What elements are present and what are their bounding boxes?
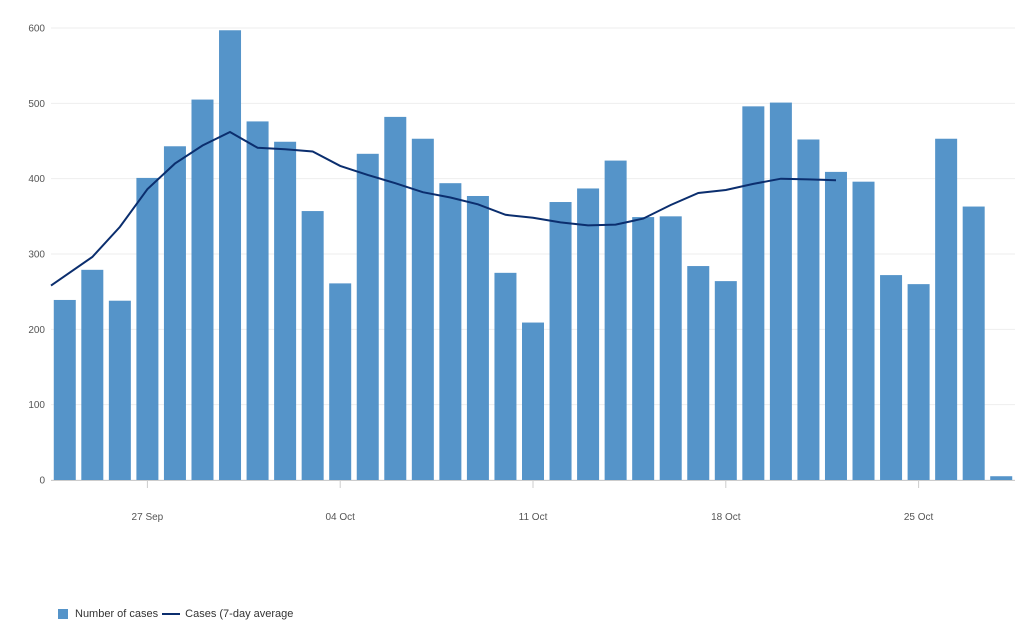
- bar: [163, 146, 186, 481]
- y-tick-label: 0: [39, 476, 45, 487]
- legend-label-line: Cases (7-day average: [185, 608, 294, 620]
- bar: [990, 476, 1013, 480]
- y-tick-label: 500: [28, 99, 45, 110]
- bar: [411, 138, 434, 481]
- legend-swatch-bars: [58, 609, 68, 619]
- bar: [136, 177, 159, 480]
- bar: [329, 283, 352, 480]
- legend-item-line: Cases (7-day average: [162, 608, 293, 620]
- bar: [466, 195, 489, 480]
- bar: [714, 281, 737, 480]
- legend-swatch-line: [162, 613, 181, 615]
- bar: [962, 206, 985, 481]
- bar: [522, 322, 544, 480]
- x-tick-label: 18 Oct: [711, 512, 741, 523]
- x-tick-label: 04 Oct: [325, 512, 355, 523]
- bar: [797, 139, 820, 480]
- y-axis-ticks: 0 100 200 300 400 500 600: [28, 24, 45, 487]
- bar: [577, 188, 600, 480]
- bar: [494, 272, 517, 480]
- bar: [824, 171, 847, 481]
- x-tick-label: 11 Oct: [519, 512, 548, 523]
- bar: [191, 99, 214, 481]
- x-tick-label: 25 Oct: [904, 512, 934, 523]
- bar: [769, 102, 792, 480]
- bar: [219, 30, 242, 480]
- average-line: [50, 130, 837, 287]
- y-tick-label: 100: [28, 400, 45, 411]
- bar: [274, 141, 297, 480]
- bar: [604, 160, 627, 480]
- bar: [687, 266, 710, 480]
- bar: [81, 269, 104, 480]
- bar: [742, 106, 765, 480]
- bar: [632, 217, 655, 480]
- y-tick-label: 400: [28, 174, 45, 185]
- bar: [935, 138, 958, 481]
- x-axis-ticks: 27 Sep 04 Oct 11 Oct 18 Oct 25 Oct: [132, 480, 934, 523]
- legend-label-bars: Number of cases: [75, 608, 159, 620]
- bar: [852, 181, 875, 480]
- y-tick-label: 600: [28, 24, 45, 35]
- bar: [108, 300, 131, 480]
- chart: 0 100 200 300 400 500 600 27 Sep 04 Oct 11 Oct 18…: [28, 24, 1015, 523]
- bar: [659, 216, 682, 481]
- bar: [301, 211, 324, 480]
- bar: [356, 153, 379, 480]
- y-tick-label: 300: [28, 250, 45, 261]
- bar: [907, 284, 930, 480]
- legend: Number of cases Cases (7-day average: [58, 608, 297, 620]
- bar: [53, 299, 76, 480]
- bar: [880, 275, 903, 480]
- bar: [384, 116, 407, 480]
- bar-series: [53, 30, 1013, 481]
- bar: [246, 121, 269, 480]
- legend-item-bars: Number of cases: [58, 608, 158, 620]
- y-tick-label: 200: [28, 325, 45, 336]
- x-tick-label: 27 Sep: [132, 512, 164, 523]
- bar: [439, 183, 462, 481]
- bar: [549, 202, 572, 480]
